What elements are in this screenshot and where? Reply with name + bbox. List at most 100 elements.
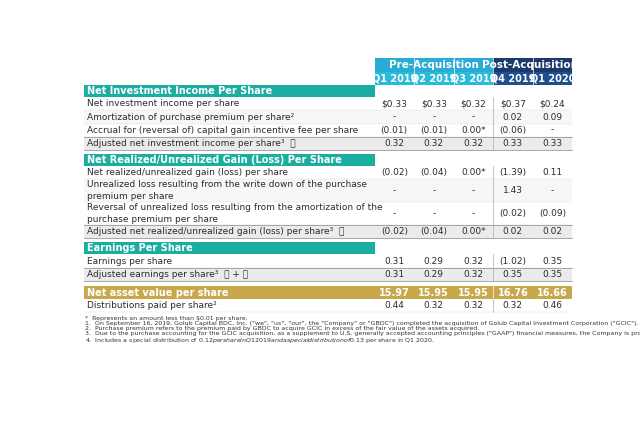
Text: 0.09: 0.09 [542,113,563,122]
Text: (1.02): (1.02) [499,256,526,265]
Text: 0.02: 0.02 [503,227,523,236]
Bar [84,268,572,281]
Text: -: - [551,126,554,135]
Text: 0.35: 0.35 [542,270,563,278]
Text: -: - [551,186,554,195]
Bar [84,166,572,179]
Text: $0.33: $0.33 [421,100,447,108]
Bar [84,179,572,202]
Text: -: - [432,186,435,195]
Bar [84,123,572,137]
Bar [84,299,572,312]
Bar [374,72,493,85]
Text: 0.46: 0.46 [542,301,563,310]
Text: Post-Acquisition¹: Post-Acquisition¹ [483,60,583,70]
Bar [84,154,374,166]
Text: 1.43: 1.43 [503,186,523,195]
Text: Adjusted net investment income per share³  Ⓐ: Adjusted net investment income per share… [87,139,296,148]
Text: (0.01): (0.01) [420,126,447,135]
Text: (0.02): (0.02) [381,168,408,177]
Text: 16.66: 16.66 [537,288,568,297]
Text: Amortization of purchase premium per share²: Amortization of purchase premium per sha… [87,113,294,122]
Text: Net Investment Income Per Share: Net Investment Income Per Share [87,86,272,96]
Text: 15.95: 15.95 [458,288,489,297]
Text: 0.44: 0.44 [385,301,404,310]
Text: -: - [392,113,396,122]
Bar [493,58,572,72]
Text: Net realized/unrealized gain (loss) per share: Net realized/unrealized gain (loss) per … [87,168,288,177]
Text: 0.32: 0.32 [463,139,483,148]
Text: 2.  Purchase premium refers to the premium paid by GBDC to acquire GCIC in exces: 2. Purchase premium refers to the premiu… [85,326,479,331]
Text: Earnings per share: Earnings per share [87,256,172,265]
Text: 3.  Due to the purchase accounting for the GCIC acquisition, as a supplement to : 3. Due to the purchase accounting for th… [85,331,640,336]
Text: $0.37: $0.37 [500,100,526,108]
Bar [84,110,572,123]
Text: 15.97: 15.97 [379,288,410,297]
Text: Q1 2020: Q1 2020 [530,74,575,84]
Text: 0.32: 0.32 [424,139,444,148]
Text: Accrual for (reversal of) capital gain incentive fee per share: Accrual for (reversal of) capital gain i… [87,126,358,135]
Text: Net asset value per share: Net asset value per share [87,288,228,297]
Text: 0.32: 0.32 [463,301,483,310]
Text: $0.33: $0.33 [381,100,407,108]
Text: Reversal of unrealized loss resulting from the amortization of the: Reversal of unrealized loss resulting fr… [87,204,383,212]
Text: -: - [392,209,396,218]
Bar [84,255,572,268]
Text: Pre-Acquisition: Pre-Acquisition [389,60,479,70]
Text: Net Realized/Unrealized Gain (Loss) Per Share: Net Realized/Unrealized Gain (Loss) Per … [87,155,342,165]
Text: (0.02): (0.02) [381,227,408,236]
Text: Q3 2019: Q3 2019 [451,74,496,84]
Text: Adjusted earnings per share³  Ⓐ + Ⓑ: Adjusted earnings per share³ Ⓐ + Ⓑ [87,270,248,278]
Text: (1.39): (1.39) [499,168,527,177]
Text: *  Represents an amount less than $0.01 per share.: * Represents an amount less than $0.01 p… [85,316,248,321]
Text: -: - [472,186,475,195]
Text: 15.95: 15.95 [419,288,449,297]
Text: 0.02: 0.02 [503,113,523,122]
Text: 0.00*: 0.00* [461,126,486,135]
Text: Distributions paid per share²: Distributions paid per share² [87,301,217,310]
Text: 1.  On September 16, 2019, Golub Capital BDC, Inc. ("we", "us", "our", the "Comp: 1. On September 16, 2019, Golub Capital … [85,321,639,326]
Text: (0.06): (0.06) [499,126,527,135]
Bar [84,202,572,225]
Text: 0.32: 0.32 [384,139,404,148]
Text: -: - [472,113,475,122]
Text: (0.01): (0.01) [381,126,408,135]
Text: (0.02): (0.02) [499,209,526,218]
Bar [84,286,572,299]
Text: Q2 2019: Q2 2019 [411,74,456,84]
Bar [84,225,572,238]
Text: -: - [472,209,475,218]
Text: $0.32: $0.32 [460,100,486,108]
Text: 0.35: 0.35 [542,256,563,265]
Bar [84,97,572,110]
Text: 0.32: 0.32 [463,256,483,265]
Text: premium per share: premium per share [87,192,173,201]
Text: -: - [432,113,435,122]
Text: Unrealized loss resulting from the write down of the purchase: Unrealized loss resulting from the write… [87,180,367,189]
Bar [84,85,374,97]
Text: 0.32: 0.32 [503,301,523,310]
Text: Net investment income per share: Net investment income per share [87,100,239,108]
Text: 0.02: 0.02 [542,227,563,236]
Text: (0.04): (0.04) [420,168,447,177]
Text: Adjusted net realized/unrealized gain (loss) per share³  Ⓑ: Adjusted net realized/unrealized gain (l… [87,227,344,236]
Text: 0.00*: 0.00* [461,227,486,236]
Text: -: - [392,186,396,195]
Text: -: - [432,209,435,218]
Bar [493,72,572,85]
Text: 0.00*: 0.00* [461,168,486,177]
Text: 0.33: 0.33 [503,139,523,148]
Bar [374,58,493,72]
Bar [84,242,374,255]
Text: 4.  Includes a special distribution of $0.12 per share in Q1 2019 and a special : 4. Includes a special distribution of $0… [85,336,435,345]
Text: purchase premium per share: purchase premium per share [87,215,218,224]
Text: 16.76: 16.76 [497,288,528,297]
Text: 0.35: 0.35 [503,270,523,278]
Text: 0.32: 0.32 [424,301,444,310]
Text: 0.33: 0.33 [542,139,563,148]
Text: 0.32: 0.32 [463,270,483,278]
Text: Q4 2019: Q4 2019 [490,74,536,84]
Text: 0.11: 0.11 [542,168,563,177]
Text: 0.29: 0.29 [424,256,444,265]
Text: (0.04): (0.04) [420,227,447,236]
